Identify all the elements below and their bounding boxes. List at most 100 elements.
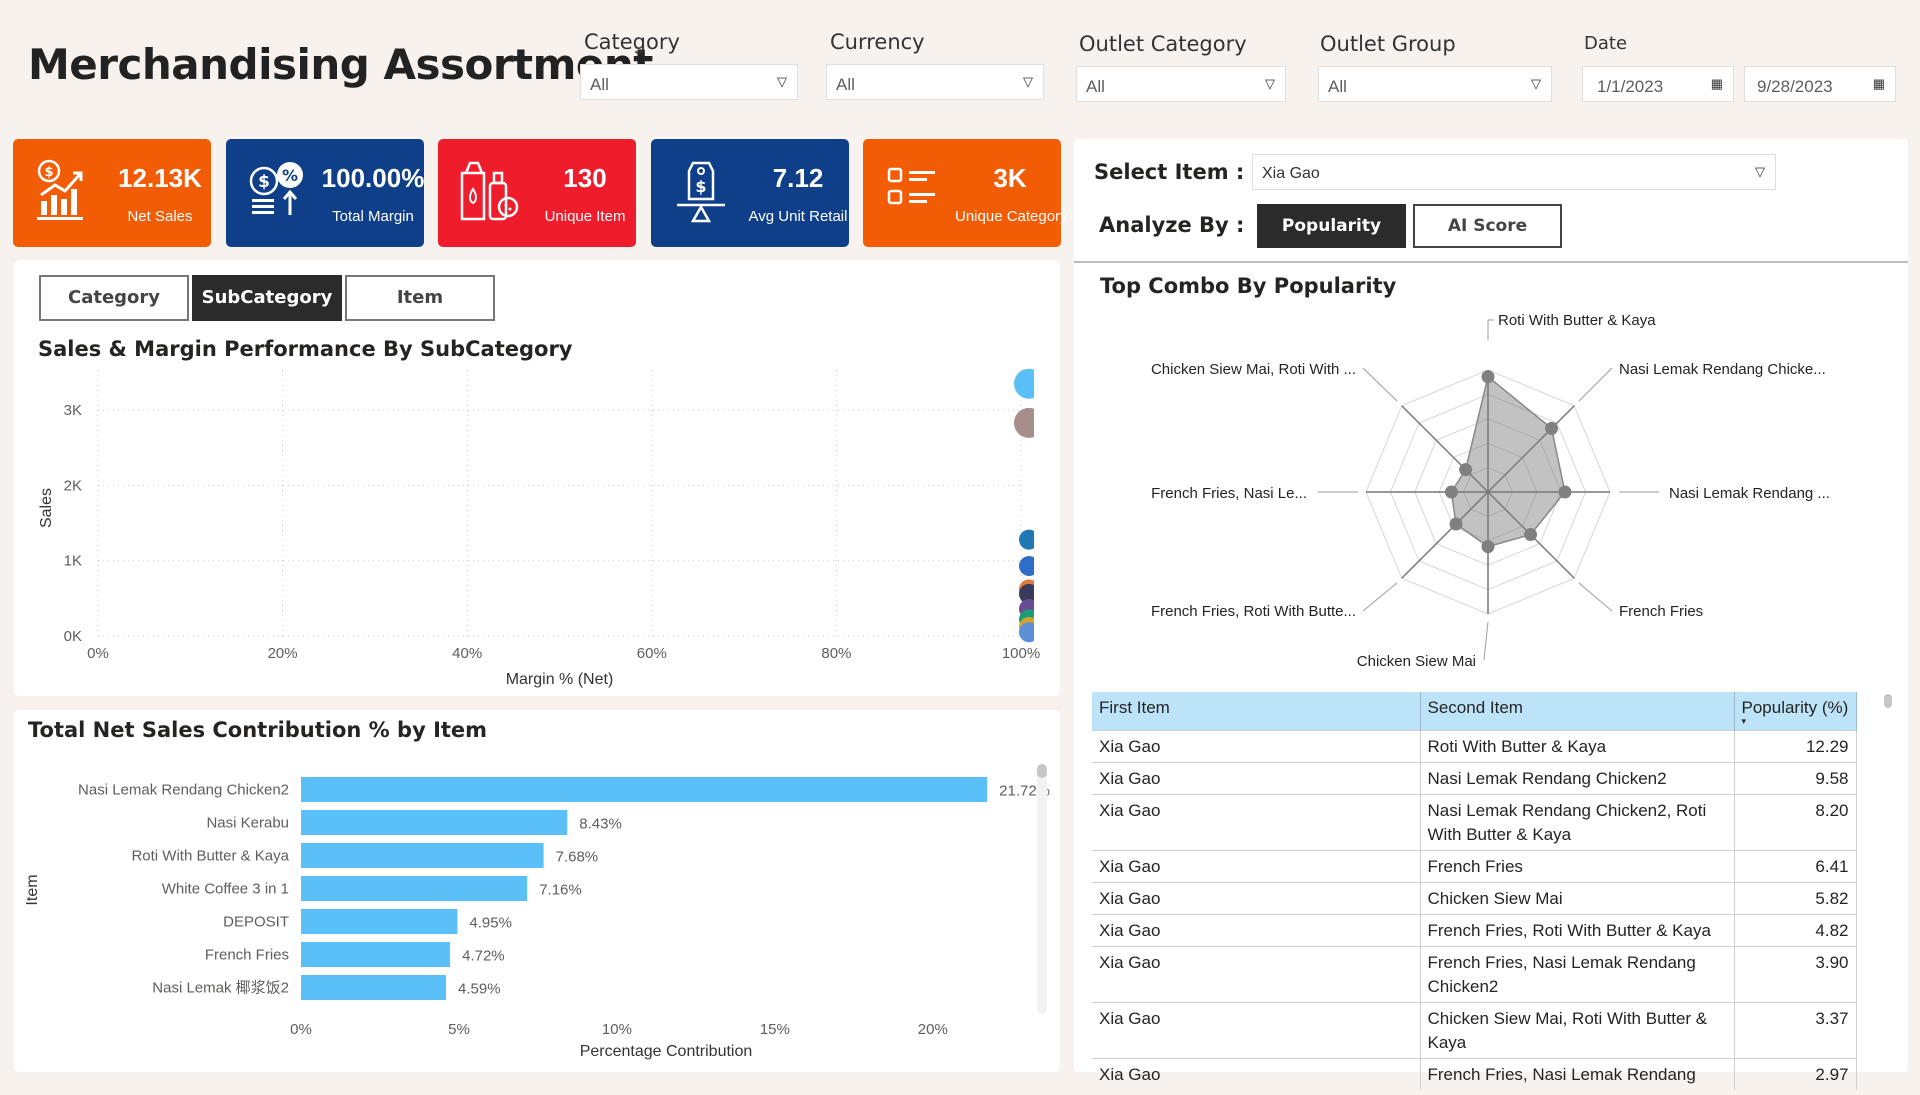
table-row[interactable]: Xia Gao French Fries 6.41 <box>1092 850 1857 883</box>
bar-category-label: Nasi Lemak Rendang Chicken2 <box>78 782 289 799</box>
second-item-cell: Nasi Lemak Rendang Chicken2 <box>1420 762 1735 795</box>
column-header-popularity[interactable]: Popularity (%) ▾ <box>1734 692 1857 731</box>
calendar-icon[interactable]: ▦ <box>1872 76 1885 91</box>
table-row[interactable]: Xia Gao Nasi Lemak Rendang Chicken2 9.58 <box>1092 762 1857 795</box>
table-header-row: First Item Second Item Popularity (%) ▾ <box>1092 692 1857 731</box>
bar-value-label: 4.72% <box>462 948 505 965</box>
radar-label-leader <box>1362 367 1398 402</box>
y-tick-label: 2K <box>64 477 82 494</box>
bar[interactable] <box>301 876 528 901</box>
bar[interactable] <box>301 909 458 934</box>
second-item-cell: Nasi Lemak Rendang Chicken2, Roti With B… <box>1420 794 1735 851</box>
category-slicer[interactable]: All ▽ <box>580 64 798 100</box>
bar-value-label: 4.59% <box>458 981 501 998</box>
x-axis-title: Percentage Contribution <box>580 1043 753 1060</box>
bar[interactable] <box>301 942 451 967</box>
analyze-ai-score-button[interactable]: AI Score <box>1413 204 1562 248</box>
bar-value-label: 7.68% <box>556 849 599 866</box>
radar-axis-label: Nasi Lemak Rendang ... <box>1669 485 1830 502</box>
scatter-point[interactable] <box>1019 583 1039 604</box>
radar-point[interactable] <box>1545 421 1559 435</box>
column-header-popularity-label: Popularity (%) <box>1741 698 1849 717</box>
outlet-group-slicer[interactable]: All ▽ <box>1318 66 1552 102</box>
radar-axis-label: French Fries, Roti With Butte... <box>1151 603 1356 620</box>
bar[interactable] <box>301 777 988 802</box>
scatter-point[interactable] <box>1019 622 1039 643</box>
radar-title: Top Combo By Popularity <box>1100 274 1397 298</box>
second-item-cell: French Fries, Nasi Lemak Rendang <box>1420 1058 1735 1090</box>
x-tick-label: 0% <box>87 645 109 662</box>
date-start-input[interactable]: 1/1/2023 ▦ <box>1582 66 1734 102</box>
radar-point[interactable] <box>1481 540 1495 554</box>
scatter-point[interactable] <box>1019 555 1039 576</box>
table-row[interactable]: Xia Gao Nasi Lemak Rendang Chicken2, Roti… <box>1092 794 1857 851</box>
second-item-cell: Chicken Siew Mai, Roti With Butter & Kay… <box>1420 1002 1735 1059</box>
analyze-popularity-button[interactable]: Popularity <box>1257 204 1406 248</box>
bar-value-label: 7.16% <box>539 882 582 899</box>
radar-point[interactable] <box>1524 528 1538 542</box>
sort-icon: ▾ <box>1741 716 1747 726</box>
view-tab-subcategory[interactable]: SubCategory <box>192 275 342 321</box>
x-tick-label: 10% <box>602 1021 632 1038</box>
table-row[interactable]: Xia Gao French Fries, Roti With Butter & … <box>1092 914 1857 947</box>
first-item-cell: Xia Gao <box>1092 1002 1421 1059</box>
chevron-down-icon: ▽ <box>1023 74 1033 89</box>
kpi-value: 100.00% <box>321 163 425 193</box>
currency-filter-label: Currency <box>830 30 925 54</box>
table-row[interactable]: Xia Gao French Fries, Nasi Lemak Rendang 2… <box>1092 1058 1857 1090</box>
table-row[interactable]: Xia Gao Chicken Siew Mai 5.82 <box>1092 882 1857 915</box>
view-tab-item[interactable]: Item <box>345 275 495 321</box>
outlet-category-slicer[interactable]: All ▽ <box>1076 66 1286 102</box>
radar-point[interactable] <box>1481 370 1495 384</box>
kpi-card-unique-category: 3K Unique Category <box>863 139 1068 247</box>
bar-chart-title: Total Net Sales Contribution % by Item <box>28 718 488 742</box>
y-axis-title: Sales <box>38 488 55 528</box>
bar[interactable] <box>301 810 568 835</box>
scatter-point[interactable] <box>1014 368 1044 399</box>
select-item-dropdown[interactable]: Xia Gao ▽ <box>1252 154 1776 190</box>
radar-point[interactable] <box>1459 463 1473 477</box>
date-end-value: 9/28/2023 <box>1757 77 1833 96</box>
column-header-second-item[interactable]: Second Item <box>1420 692 1735 731</box>
column-header-first-item[interactable]: First Item <box>1092 692 1421 731</box>
first-item-cell: Xia Gao <box>1092 946 1421 1003</box>
radar-point[interactable] <box>1558 485 1572 499</box>
table-row[interactable]: Xia Gao Roti With Butter & Kaya 12.29 <box>1092 730 1857 763</box>
popularity-cell: 4.82 <box>1734 914 1857 947</box>
radar-axis-label: Nasi Lemak Rendang Chicke... <box>1619 361 1826 378</box>
table-row[interactable]: Xia Gao French Fries, Nasi Lemak Rendang … <box>1092 946 1857 1003</box>
kpi-label: Total Margin <box>332 208 414 225</box>
popularity-cell: 3.37 <box>1734 1002 1857 1059</box>
kpi-label: Unique Category <box>955 208 1068 225</box>
chart-scrollbar-thumb[interactable] <box>1037 764 1047 778</box>
bar-category-label: Roti With Butter & Kaya <box>131 848 289 865</box>
scatter-panel <box>14 260 1060 696</box>
scatter-point[interactable] <box>1019 529 1039 550</box>
scatter-title: Sales & Margin Performance By SubCategor… <box>38 337 573 361</box>
first-item-cell: Xia Gao <box>1092 1058 1421 1090</box>
bar[interactable] <box>301 843 544 868</box>
chevron-down-icon: ▽ <box>1755 164 1765 179</box>
calendar-icon[interactable]: ▦ <box>1710 76 1723 91</box>
radar-point[interactable] <box>1444 485 1458 499</box>
first-item-cell: Xia Gao <box>1092 914 1421 947</box>
x-axis-title: Margin % (Net) <box>506 671 614 688</box>
view-tab-category[interactable]: Category <box>39 275 189 321</box>
scatter-point[interactable] <box>1014 407 1044 438</box>
table-scrollbar[interactable] <box>1884 694 1892 708</box>
outlet-group-slicer-value: All <box>1328 77 1347 96</box>
radar-point[interactable] <box>1449 517 1463 531</box>
outlet-category-filter-label: Outlet Category <box>1079 32 1247 56</box>
date-end-input[interactable]: 9/28/2023 ▦ <box>1744 66 1896 102</box>
x-tick-label: 20% <box>268 645 298 662</box>
currency-slicer[interactable]: All ▽ <box>826 64 1044 100</box>
second-item-cell: French Fries, Nasi Lemak Rendang Chicken… <box>1420 946 1735 1003</box>
second-item-cell: Roti With Butter & Kaya <box>1420 730 1735 763</box>
bar[interactable] <box>301 975 447 1000</box>
date-start-value: 1/1/2023 <box>1597 77 1664 96</box>
kpi-label: Avg Unit Retail <box>748 208 848 225</box>
table-row[interactable]: Xia Gao Chicken Siew Mai, Roti With Butte… <box>1092 1002 1857 1059</box>
radar-axis-line <box>1487 405 1575 493</box>
chart-scrollbar[interactable] <box>1037 764 1047 1014</box>
